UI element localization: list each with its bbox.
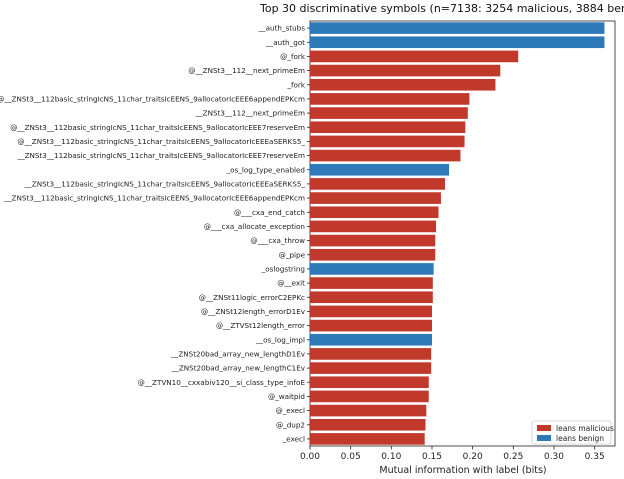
- y-tick-label: __ZNSt20bad_array_new_lengthC1Ev: [171, 364, 306, 373]
- x-tick-label: 0.35: [585, 452, 605, 462]
- x-tick-label: 0.10: [381, 452, 401, 462]
- bar-malicious: [310, 178, 446, 190]
- bar-malicious: [310, 305, 432, 318]
- y-tick-label: @_waitpid: [268, 392, 305, 401]
- bar-malicious: [310, 418, 426, 431]
- legend-swatch-malicious: [537, 425, 551, 431]
- y-tick-label: @_fork: [280, 52, 306, 61]
- plot-area-border: [309, 20, 616, 447]
- bar-malicious: [310, 220, 437, 233]
- x-tick-label: 0.30: [544, 452, 564, 462]
- y-tick-label: @__ZNSt3__112__next_primeEm: [188, 66, 305, 75]
- bar-malicious: [310, 206, 439, 219]
- bar-malicious: [310, 64, 501, 77]
- bar-malicious: [310, 93, 470, 105]
- y-tick-label: @__exit: [277, 279, 305, 288]
- bar-benign: [310, 263, 434, 275]
- y-tick-label: @_dup2: [276, 420, 305, 429]
- x-tick-label: 0.15: [422, 452, 442, 462]
- bar-malicious: [310, 234, 436, 247]
- bar-malicious: [310, 362, 432, 374]
- y-tick-label: @___cxa_allocate_exception: [204, 222, 305, 231]
- bar-malicious: [310, 291, 433, 304]
- y-tick-label: @_pipe: [279, 250, 306, 259]
- bar-malicious: [310, 390, 429, 403]
- y-tick-label: _fork: [286, 80, 305, 89]
- y-tick-label: __ZNSt3__112__next_primeEm: [194, 109, 305, 118]
- y-tick-label: @__ZNSt3__112basic_stringIcNS_11char_tra…: [17, 137, 305, 146]
- x-tick-label: 0.05: [341, 452, 361, 462]
- x-tick-label: 0.20: [463, 452, 483, 462]
- bar-malicious: [310, 50, 519, 63]
- bar-malicious: [310, 248, 436, 261]
- y-tick-label: @__ZNSt11logic_errorC2EPKc: [199, 293, 305, 302]
- y-tick-label: __os_log_impl: [255, 335, 305, 344]
- bar-benign: [310, 36, 605, 49]
- bar-benign: [310, 22, 605, 34]
- y-tick-label: @__ZNSt12length_errorD1Ev: [201, 307, 306, 316]
- y-tick-label: _oslogstring: [261, 264, 305, 273]
- plot-frame: [309, 20, 616, 447]
- y-tick-label: __ZNSt3__112basic_stringIcNS_11char_trai…: [16, 151, 305, 160]
- y-tick-label: @_execl: [276, 406, 305, 415]
- bar-malicious: [310, 107, 468, 119]
- y-tick-label: __auth_stubs: [257, 24, 305, 33]
- y-tick-label: _execl: [282, 434, 305, 443]
- bar-malicious: [310, 121, 466, 134]
- legend-swatch-benign: [537, 435, 551, 441]
- bar-malicious: [310, 348, 432, 360]
- y-tick-label: __ZNSt3__112basic_stringIcNS_11char_trai…: [24, 179, 306, 188]
- bar-malicious: [310, 277, 433, 289]
- y-tick-label: __auth_got: [265, 38, 305, 47]
- bar-malicious: [310, 376, 429, 389]
- x-axis: 0.00 0.05 0.10 0.15 0.20 0.25 0.30 0.35: [300, 446, 605, 462]
- legend-box: [531, 420, 612, 445]
- y-tick-label: @___cxa_end_catch: [234, 208, 305, 217]
- y-tick-label: @__ZTVSt12length_error: [216, 321, 305, 330]
- bar-malicious: [310, 135, 465, 148]
- bar-malicious: [310, 78, 496, 91]
- x-tick-label: 0.25: [503, 452, 523, 462]
- x-axis-title: Mutual information with label (bits): [379, 465, 546, 476]
- legend-label-malicious: leans malicious: [556, 424, 614, 433]
- bars: [310, 22, 605, 445]
- bar-benign: [310, 333, 432, 346]
- legend-label-benign: leans benign: [556, 434, 604, 443]
- y-tick-labels: __auth_stubs __auth_got @_fork @__ZNSt3__11…: [0, 24, 310, 443]
- bar-malicious: [310, 404, 427, 417]
- bar-malicious: [310, 433, 425, 445]
- bar-malicious: [310, 192, 441, 204]
- y-tick-label: @__ZNSt3__112basic_stringIcNS_11char_tra…: [10, 123, 305, 132]
- y-tick-label: __ZNSt20bad_array_new_lengthD1Ev: [170, 349, 306, 358]
- bar-malicious: [310, 319, 432, 332]
- y-tick-label: _os_log_type_enabled: [226, 165, 305, 174]
- y-tick-label: @___cxa_throw: [250, 236, 305, 245]
- bar-malicious: [310, 149, 461, 162]
- y-tick-label: @__ZNSt3__112basic_stringIcNS_11char_tra…: [0, 94, 305, 103]
- chart-title: Top 30 discriminative symbols (n=7138: 3…: [259, 2, 624, 15]
- y-tick-label: __ZNSt3__112basic_stringIcNS_11char_trai…: [3, 194, 305, 203]
- y-tick-label: @__ZTVN10__cxxabiv120__si_class_type_inf…: [138, 378, 306, 387]
- x-tick-label: 0.00: [300, 452, 320, 462]
- bar-benign: [310, 163, 450, 176]
